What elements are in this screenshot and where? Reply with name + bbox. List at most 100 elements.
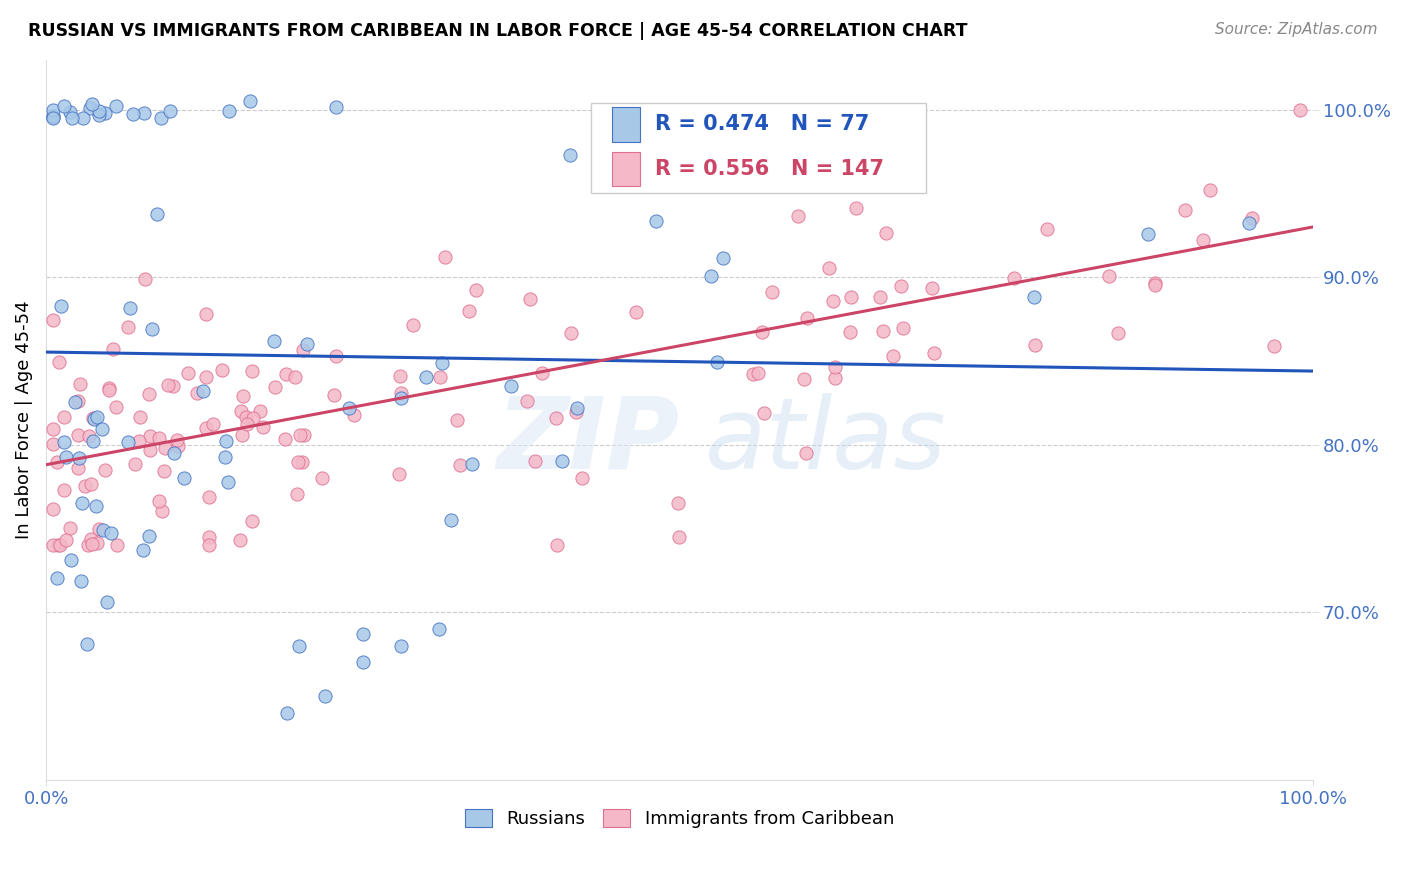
Point <box>166 434 188 448</box>
Point <box>163 446 186 460</box>
Point <box>1024 338 1046 352</box>
Point <box>744 169 766 184</box>
Point <box>177 366 200 380</box>
Point <box>132 106 155 120</box>
Point <box>314 689 336 703</box>
Point <box>41 313 63 327</box>
Point <box>72 111 94 125</box>
Text: atlas: atlas <box>704 392 946 490</box>
Point <box>59 105 82 120</box>
Point <box>75 479 97 493</box>
Point <box>159 104 181 119</box>
Point <box>138 429 160 443</box>
Point <box>94 105 117 120</box>
Point <box>402 318 425 332</box>
Point <box>198 538 221 552</box>
Point <box>214 450 236 464</box>
Point <box>60 112 83 126</box>
Point <box>752 406 775 420</box>
Point <box>194 370 217 384</box>
Point <box>546 410 568 425</box>
Point <box>229 404 252 418</box>
Point <box>787 210 810 224</box>
Point <box>66 428 89 442</box>
Point <box>52 435 75 450</box>
Point <box>389 385 412 400</box>
Point <box>325 100 347 114</box>
Point <box>1240 211 1263 225</box>
Point <box>700 268 723 283</box>
Point <box>551 454 574 468</box>
Text: R = 0.556   N = 147: R = 0.556 N = 147 <box>655 159 884 179</box>
FancyBboxPatch shape <box>591 103 927 193</box>
Point <box>668 530 690 544</box>
Point <box>41 109 63 123</box>
Point <box>564 405 586 419</box>
Point <box>571 470 593 484</box>
Point <box>499 378 522 392</box>
Point <box>87 522 110 536</box>
Point <box>128 434 150 448</box>
Point <box>240 514 263 528</box>
Point <box>824 371 846 385</box>
Point <box>83 412 105 426</box>
Point <box>55 450 77 465</box>
Point <box>84 500 107 514</box>
Point <box>156 378 179 392</box>
Point <box>311 471 333 485</box>
FancyBboxPatch shape <box>612 152 640 186</box>
Point <box>77 428 100 442</box>
Point <box>818 261 841 276</box>
Y-axis label: In Labor Force | Age 45-54: In Labor Force | Age 45-54 <box>15 301 32 539</box>
Point <box>793 372 815 386</box>
Point <box>198 530 221 544</box>
Point <box>276 706 298 720</box>
Text: ZIP: ZIP <box>496 392 679 490</box>
Point <box>80 536 103 550</box>
Point <box>79 101 101 115</box>
Point <box>325 349 347 363</box>
Point <box>162 379 184 393</box>
Point <box>86 536 108 550</box>
Point <box>565 401 588 415</box>
Point <box>134 271 156 285</box>
Point <box>173 471 195 485</box>
Point <box>194 307 217 321</box>
Point <box>891 320 914 334</box>
Point <box>434 251 457 265</box>
Point <box>63 394 86 409</box>
Point <box>94 463 117 477</box>
Text: R = 0.474   N = 77: R = 0.474 N = 77 <box>655 114 869 135</box>
Point <box>215 434 238 448</box>
Point <box>77 538 100 552</box>
Point <box>249 404 271 418</box>
Point <box>55 533 77 547</box>
Point <box>105 538 128 552</box>
Point <box>252 420 274 434</box>
Point <box>67 394 90 409</box>
Point <box>287 455 309 469</box>
Point <box>46 455 69 469</box>
Point <box>69 376 91 391</box>
Point <box>295 337 318 351</box>
Point <box>558 147 581 161</box>
Point <box>624 305 647 319</box>
Point <box>464 283 486 297</box>
Point <box>67 451 90 466</box>
Point <box>80 477 103 491</box>
Point <box>292 427 315 442</box>
Point <box>59 521 82 535</box>
Point <box>53 99 76 113</box>
Point <box>218 103 240 118</box>
Point <box>389 391 412 405</box>
Point <box>737 161 759 176</box>
Point <box>292 343 315 357</box>
Point <box>117 320 139 334</box>
Point <box>150 504 173 518</box>
Legend: Russians, Immigrants from Caribbean: Russians, Immigrants from Caribbean <box>457 802 901 836</box>
Point <box>124 457 146 471</box>
Point <box>1144 276 1167 290</box>
Point <box>666 496 689 510</box>
Point <box>1107 326 1129 340</box>
Point <box>104 401 127 415</box>
